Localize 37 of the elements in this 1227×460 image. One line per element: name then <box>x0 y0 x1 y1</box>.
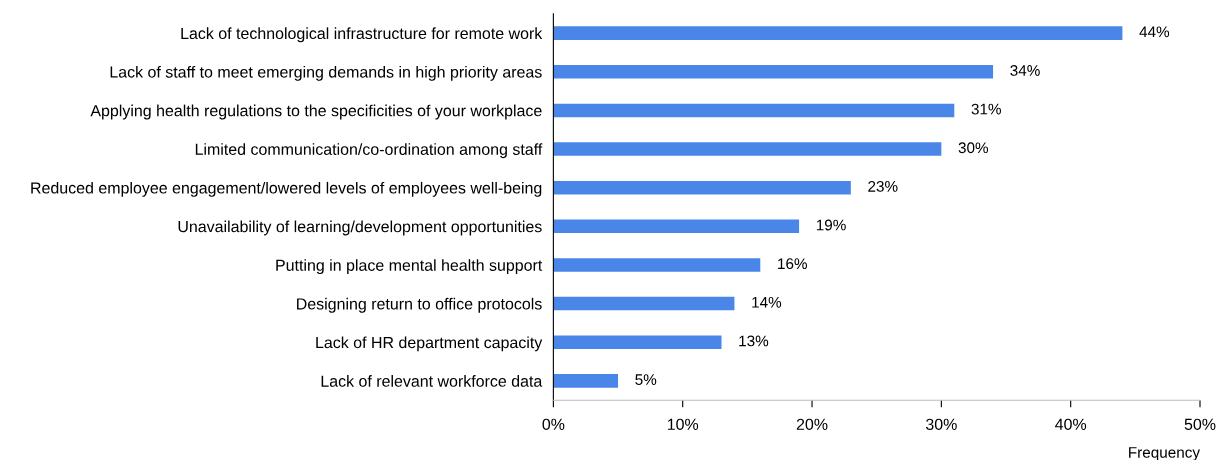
bar <box>553 296 735 311</box>
data-label: 14% <box>752 296 782 308</box>
x-tick-label: 10% <box>667 418 699 430</box>
data-label: 23% <box>868 180 898 192</box>
bar <box>553 374 619 388</box>
bar <box>553 26 1123 40</box>
data-label: 5% <box>635 374 657 385</box>
y-tick-label: Lack of relevant workforce data <box>321 375 543 387</box>
x-tick-label: 0% <box>542 418 565 430</box>
x-tick-label: 20% <box>796 418 828 430</box>
bar <box>553 219 800 234</box>
bar <box>553 258 761 272</box>
x-axis-title: Frequency <box>1129 447 1200 460</box>
data-label: 31% <box>971 103 1001 115</box>
y-tick-label: Unavailability of learning/development opportunities <box>178 220 542 236</box>
data-label: 19% <box>816 219 846 231</box>
bar <box>553 142 942 156</box>
bar <box>553 180 851 195</box>
bar <box>553 335 722 349</box>
y-tick-label: Putting in place mental health support <box>276 259 543 275</box>
y-tick-label: Limited communication/co-ordination among staff <box>195 143 543 159</box>
x-tick-label: 30% <box>925 418 957 430</box>
y-tick-label: Applying health regulations to the specificities of your workplace <box>90 104 542 120</box>
data-label: 44% <box>1139 26 1170 38</box>
data-label: 34% <box>1010 65 1040 76</box>
x-tick-label: 50% <box>1184 418 1216 430</box>
bar <box>553 103 955 118</box>
y-tick-label: Lack of staff to meet emerging demands in high priority areas <box>110 65 542 81</box>
y-tick-label: Lack of HR department capacity <box>316 336 543 352</box>
y-tick-label: Reduced employee engagement/lowered levels of employees well-being <box>31 181 542 197</box>
x-tick-label: 40% <box>1055 418 1087 430</box>
data-label: 13% <box>739 335 769 347</box>
bar <box>553 65 994 79</box>
y-tick-label: Lack of technological infrastructure for remote work <box>181 27 543 43</box>
y-tick-label: Designing return to office protocols <box>297 297 542 313</box>
data-label: 16% <box>778 258 807 270</box>
data-label: 30% <box>958 142 989 154</box>
